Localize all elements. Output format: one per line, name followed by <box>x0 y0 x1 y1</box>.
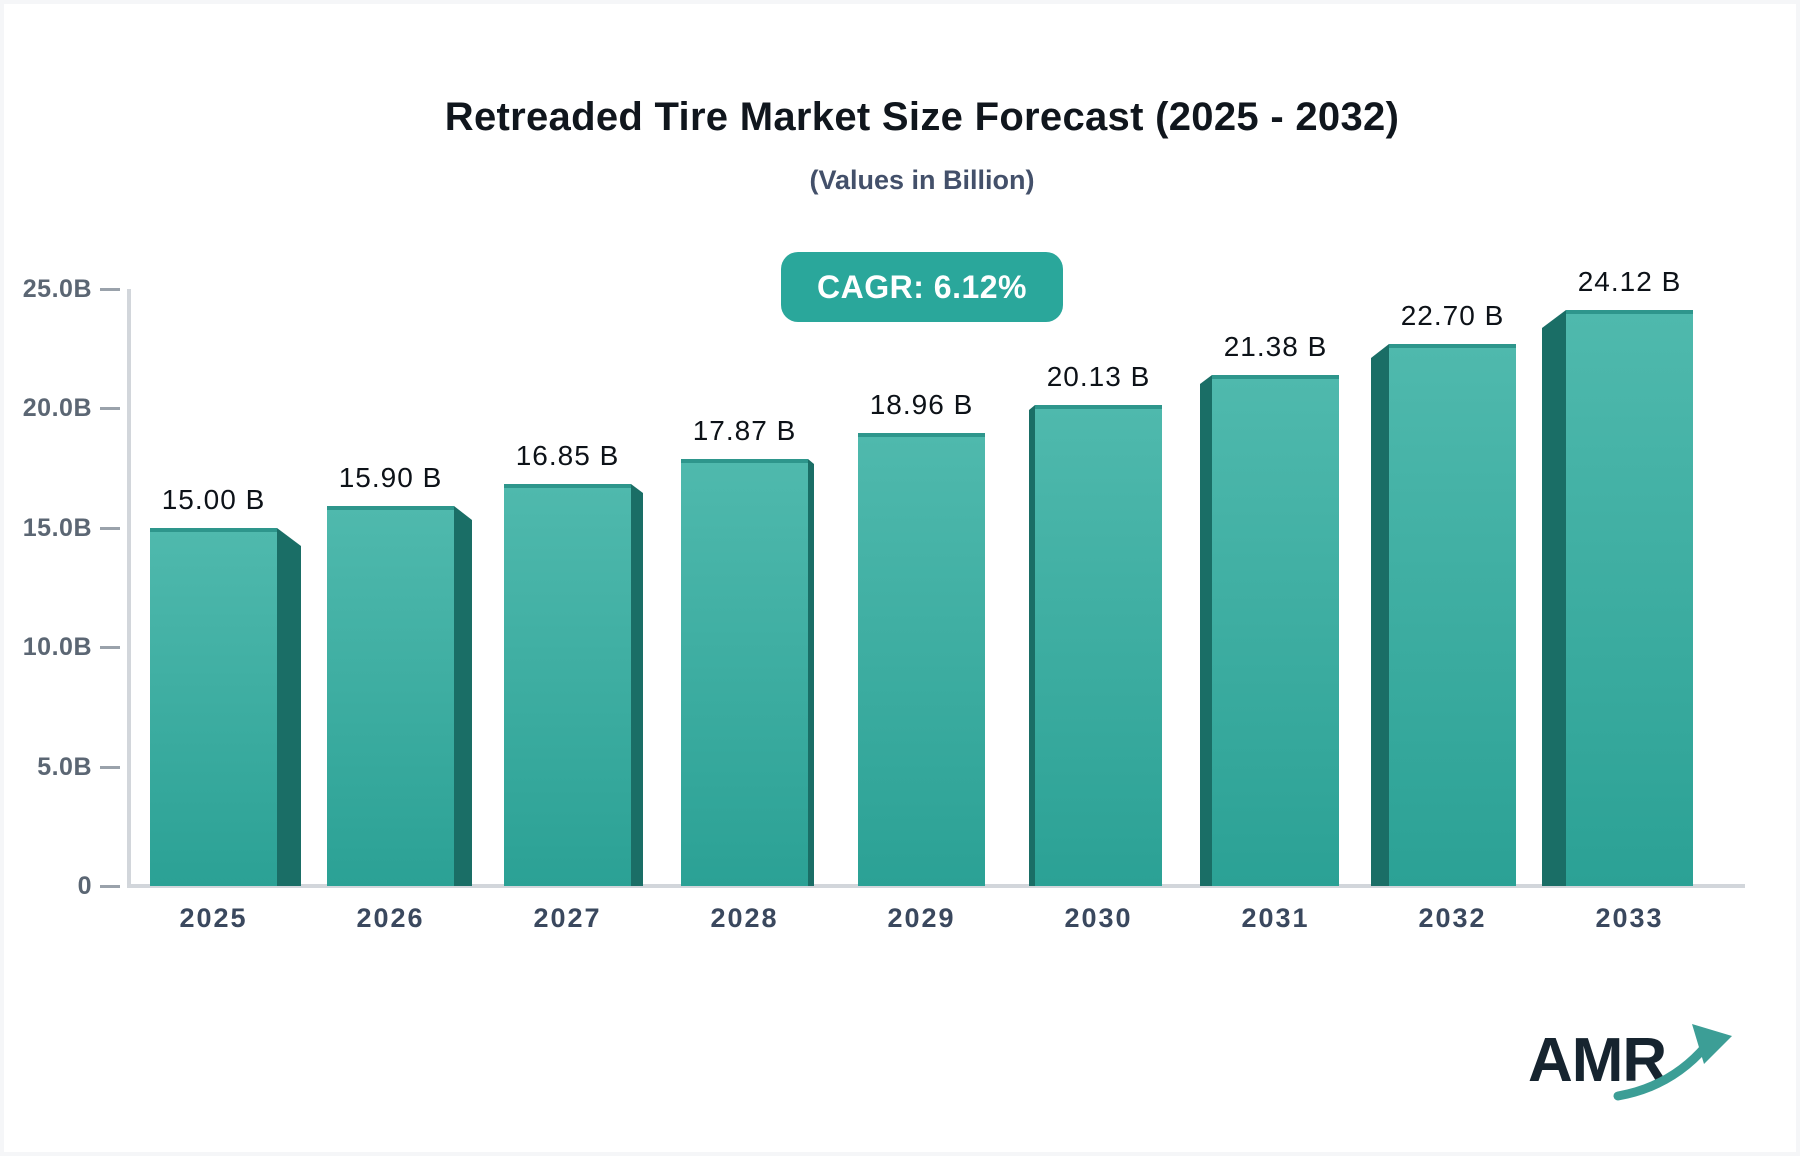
bar-value-label: 20.13 B <box>1046 361 1151 392</box>
bar-3d-side <box>631 484 643 886</box>
bar-value-label: 17.87 B <box>692 415 797 446</box>
y-axis-tick <box>100 526 120 530</box>
y-axis-tick-label: 15.0B <box>22 513 92 542</box>
bar-face <box>504 484 631 886</box>
x-axis-line <box>127 884 1745 888</box>
bar-3d-side <box>277 528 301 886</box>
y-axis-tick <box>100 288 120 291</box>
bar-3d-side <box>808 459 814 886</box>
bar-value-label: 15.00 B <box>161 484 266 515</box>
bar-2030 <box>1029 405 1162 886</box>
y-axis-line <box>127 289 131 886</box>
bar-face <box>858 433 985 886</box>
y-axis-tick <box>100 765 120 769</box>
bar-3d-side <box>1029 405 1035 886</box>
bar-face <box>1389 344 1516 886</box>
y-axis-tick <box>100 885 120 888</box>
bar-value-label: 15.90 B <box>338 462 443 493</box>
bar-3d-side <box>1542 310 1566 886</box>
y-axis-tick-label: 10.0B <box>22 633 92 662</box>
y-axis-tick <box>100 407 120 411</box>
bar-3d-side <box>1371 344 1389 886</box>
bar-face <box>1566 310 1693 886</box>
bar-2025 <box>150 528 301 886</box>
y-axis-tick-label: 25.0B <box>22 275 92 303</box>
x-axis-label: 2025 <box>179 903 248 933</box>
growth-arrow-icon <box>1613 1024 1732 1101</box>
x-axis-label: 2030 <box>1064 903 1133 933</box>
x-axis-label: 2031 <box>1241 903 1310 933</box>
amr-logo-text: AMR <box>1528 1026 1667 1095</box>
bar-2033 <box>1542 310 1693 886</box>
y-axis-tick-label: 5.0B <box>37 752 92 781</box>
bar-face <box>681 459 808 886</box>
bar-2026 <box>327 506 472 886</box>
bar-value-label: 21.38 B <box>1223 331 1328 362</box>
bar-3d-side <box>1200 375 1212 886</box>
bar-face <box>1035 405 1162 886</box>
bar-2027 <box>504 484 643 886</box>
bar-2028 <box>681 459 814 886</box>
bar-value-label: 22.70 B <box>1400 300 1505 331</box>
bar-2032 <box>1371 344 1516 886</box>
bar-face <box>327 506 454 886</box>
bar-value-label: 18.96 B <box>869 389 974 420</box>
x-axis-label: 2032 <box>1418 903 1487 933</box>
x-axis-label: 2028 <box>710 903 779 933</box>
bar-2031 <box>1200 375 1339 886</box>
x-axis-label: 2033 <box>1595 903 1664 933</box>
bar-value-label: 16.85 B <box>515 440 620 471</box>
bar-2029 <box>858 433 985 886</box>
bar-value-label: 24.12 B <box>1577 266 1682 297</box>
x-axis-label: 2027 <box>533 903 602 933</box>
y-axis-tick-label: 20.0B <box>22 394 92 423</box>
bar-3d-side <box>454 506 472 886</box>
cagr-badge: CAGR: 6.12% <box>781 252 1063 322</box>
y-axis-tick <box>100 646 120 650</box>
x-axis-label: 2026 <box>356 903 425 933</box>
bar-face <box>150 528 277 886</box>
amr-logo: AMR <box>1528 1024 1732 1114</box>
chart-title: Retreaded Tire Market Size Forecast (202… <box>444 95 1400 139</box>
chart-subtitle: (Values in Billion) <box>809 165 1035 195</box>
y-axis-tick-label: 0 <box>77 872 92 900</box>
bar-face <box>1212 375 1339 886</box>
x-axis-label: 2029 <box>887 903 956 933</box>
cagr-badge-row: CAGR: 6.12% <box>44 252 1800 322</box>
